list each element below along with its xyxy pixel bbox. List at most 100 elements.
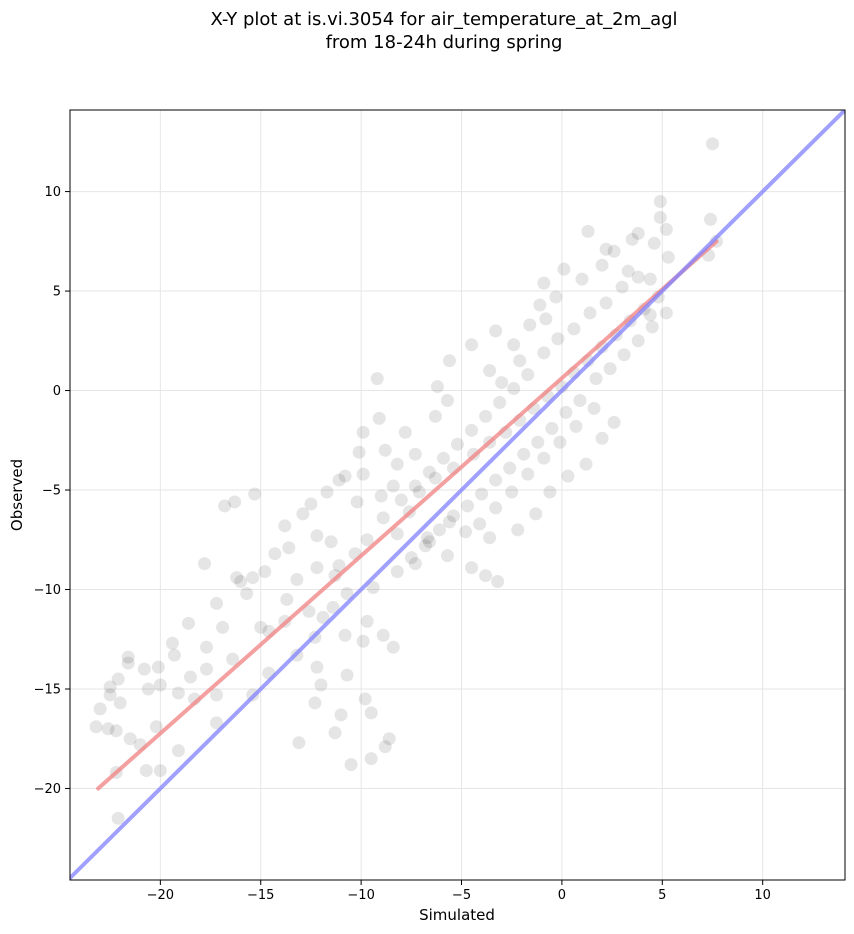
scatter-point	[167, 648, 181, 662]
scatter-point	[121, 656, 135, 670]
scatter-point	[503, 461, 517, 475]
scatter-point	[111, 811, 125, 825]
scatter-point	[340, 586, 354, 600]
scatter-point	[93, 702, 107, 716]
scatter-point	[575, 272, 589, 286]
x-tick-label: −20	[147, 888, 174, 903]
scatter-point	[390, 527, 404, 541]
scatter-point	[603, 362, 617, 376]
scatter-point	[258, 565, 272, 579]
scatter-point	[442, 354, 456, 368]
scatter-point	[320, 485, 334, 499]
scatter-point	[465, 561, 479, 575]
scatter-point	[338, 469, 352, 483]
scatter-point	[595, 258, 609, 272]
scatter-point	[153, 678, 167, 692]
scatter-point	[643, 272, 657, 286]
scatter-point	[440, 393, 454, 407]
scatter-point	[533, 298, 547, 312]
scatter-point	[489, 324, 503, 338]
scatter-point	[705, 137, 719, 151]
scatter-point	[505, 485, 519, 499]
scatter-point	[549, 290, 563, 304]
scatter-point	[451, 437, 464, 451]
scatter-point	[282, 541, 296, 555]
plot-area	[70, 110, 845, 880]
scatter-point	[364, 752, 378, 766]
scatter-point	[521, 368, 535, 382]
scatter-point	[489, 473, 503, 487]
scatter-point	[428, 471, 442, 485]
scatter-point	[332, 473, 346, 487]
scatter-point	[587, 401, 601, 415]
scatter-point	[390, 457, 404, 471]
scatter-point	[479, 409, 493, 423]
scatter-point	[537, 276, 551, 290]
scatter-point	[364, 706, 378, 720]
scatter-point	[420, 531, 434, 545]
scatter-point	[583, 306, 597, 320]
scatter-point	[292, 736, 306, 750]
scatter-point	[581, 224, 595, 238]
scatter-point	[631, 226, 645, 240]
scatter-point	[483, 364, 497, 378]
scatter-point	[103, 688, 117, 702]
scatter-point	[489, 501, 503, 515]
scatter-point	[475, 487, 489, 501]
scatter-point	[296, 507, 310, 521]
scatter-point	[495, 376, 509, 390]
scatter-point	[386, 640, 400, 654]
scatter-point	[310, 561, 324, 575]
scatter-point	[569, 419, 583, 433]
scatter-point	[561, 469, 575, 483]
scatter-point	[181, 616, 195, 630]
scatter-point	[446, 509, 460, 523]
scatter-point	[599, 296, 613, 310]
scatter-point	[567, 322, 581, 336]
scatter-point	[113, 696, 127, 710]
scatter-point	[101, 722, 115, 736]
scatter-point	[111, 672, 125, 686]
scatter-point	[589, 372, 603, 386]
scatter-point	[210, 688, 224, 702]
scatter-point	[290, 573, 304, 587]
scatter-point	[366, 581, 380, 595]
fit-line	[96, 239, 719, 791]
scatter-point	[631, 270, 645, 284]
y-tick-label: −15	[34, 682, 61, 697]
scatter-point	[230, 571, 244, 585]
scatter-point	[617, 348, 631, 362]
y-tick-label: −10	[34, 583, 61, 598]
x-tick-label: 0	[558, 888, 566, 903]
x-axis-label: Simulated	[419, 906, 495, 924]
scatter-point	[358, 692, 372, 706]
scatter-point	[350, 495, 364, 509]
x-tick-label: 5	[658, 888, 666, 903]
x-tick-label: −5	[452, 888, 471, 903]
scatter-point	[226, 652, 240, 666]
scatter-point	[216, 620, 230, 634]
scatter-point	[340, 668, 354, 682]
y-axis-ticks: −20 −15 −10 −5 0 5 10	[34, 185, 70, 797]
scatter-point	[545, 421, 559, 435]
scatter-point	[139, 764, 153, 778]
scatter-point	[647, 236, 661, 250]
scatter-point	[398, 425, 412, 439]
scatter-point	[210, 596, 224, 610]
scatter-point	[278, 519, 292, 533]
scatter-point	[408, 557, 422, 571]
grid	[70, 110, 845, 880]
scatter-point	[121, 650, 135, 664]
scatter-point	[442, 515, 456, 529]
scatter-point	[254, 620, 268, 634]
scatter-point	[302, 604, 316, 618]
scatter-point	[149, 720, 163, 734]
scatter-point	[153, 764, 167, 778]
scatter-point	[517, 447, 531, 461]
scatter-point	[171, 686, 185, 700]
scatter-point	[621, 264, 635, 278]
scatter-point	[240, 586, 254, 600]
scatter-point	[376, 511, 390, 525]
scatter-point	[123, 732, 137, 746]
